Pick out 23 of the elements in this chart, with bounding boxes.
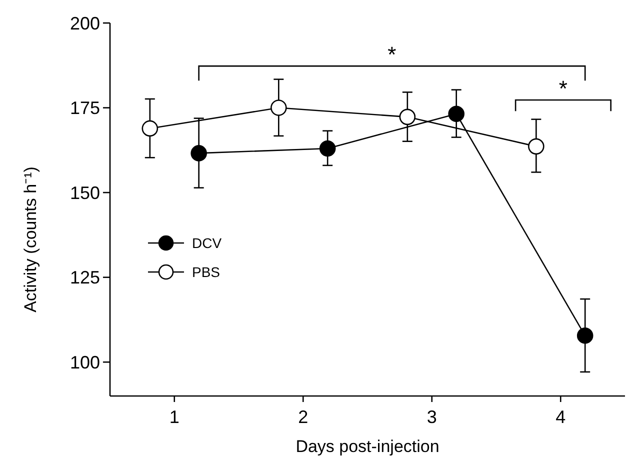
x-axis-title: Days post-injection xyxy=(296,437,440,456)
y-tick-label: 100 xyxy=(70,352,100,372)
y-tick-label: 125 xyxy=(70,268,100,288)
point xyxy=(270,100,287,116)
point xyxy=(190,145,207,162)
point xyxy=(528,138,544,155)
point xyxy=(142,120,158,137)
annotation: * xyxy=(388,42,397,68)
point xyxy=(576,327,594,344)
point xyxy=(399,108,416,126)
x-tick-label: 2 xyxy=(298,407,308,427)
y-tick-label: 200 xyxy=(70,13,100,34)
x-tick-label: 3 xyxy=(426,407,437,427)
legend-label: DCV xyxy=(192,234,222,251)
y-tick-label: 175 xyxy=(70,98,100,118)
legend-label: PBS xyxy=(192,264,220,280)
x-tick-label: 1 xyxy=(169,407,180,427)
annotation: * xyxy=(558,76,568,101)
x-tick-label: 4 xyxy=(556,407,566,427)
y-tick-label: 150 xyxy=(70,182,100,203)
point xyxy=(448,106,464,122)
y-axis-title: Activity (counts h⁻¹) xyxy=(21,166,40,312)
point xyxy=(319,140,336,157)
